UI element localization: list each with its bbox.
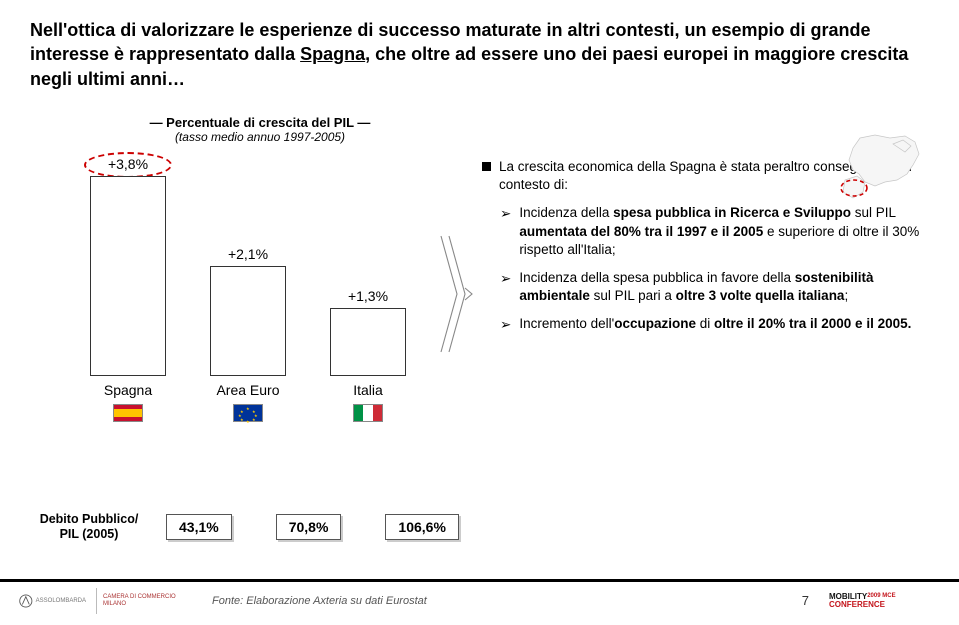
content-row: +3,8% Spagna +2,1% Area Euro ★ ★ ★ ★ ★ ★…	[30, 154, 929, 434]
bar-value-label: +2,1%	[208, 246, 288, 262]
bar-category-label: Italia	[318, 382, 418, 398]
arrow-bullet-icon: ➢	[500, 316, 511, 334]
chart-bar	[210, 266, 286, 376]
funnel-arrow-icon	[436, 154, 476, 434]
debt-label: Debito Pubblico/ PIL (2005)	[30, 512, 148, 542]
flag-eu-icon: ★ ★ ★ ★ ★ ★ ★ ★	[233, 404, 263, 422]
footer-source: Fonte: Elaborazione Axteria su dati Euro…	[212, 595, 427, 607]
bar-value-label: +3,8%	[88, 156, 168, 172]
arrow-bullet-icon: ➢	[500, 205, 511, 259]
title-underlined: Spagna	[300, 44, 365, 64]
europe-map-icon	[835, 130, 925, 208]
bar-category-label: Spagna	[78, 382, 178, 398]
sub-bullet: ➢ Incidenza della spesa pubblica in Rice…	[500, 204, 929, 259]
sub-bullet-text: Incremento dell'occupazione di oltre il …	[519, 315, 911, 334]
camera-commercio-logo: CAMERA DI COMMERCIO MILANO	[96, 588, 182, 614]
debt-value: 70,8%	[276, 514, 342, 540]
debt-value: 43,1%	[166, 514, 232, 540]
mobility-conference-logo: MOBILITY2009 MCE CONFERENCE	[829, 587, 929, 615]
subtitle-main: — Percentuale di crescita del PIL —	[60, 115, 460, 130]
arrow-bullet-icon: ➢	[500, 270, 511, 305]
sub-bullet-text: Incidenza della spesa pubblica in favore…	[519, 269, 929, 305]
flag-spain-icon	[113, 404, 143, 422]
bar-category-label: Area Euro	[198, 382, 298, 398]
footer-logos-left: ASSOLOMBARDA CAMERA DI COMMERCIO MILANO	[18, 588, 182, 614]
chart-bar	[330, 308, 406, 376]
sub-bullet: ➢ Incremento dell'occupazione di oltre i…	[500, 315, 929, 334]
sub-bullet: ➢ Incidenza della spesa pubblica in favo…	[500, 269, 929, 305]
subtitle-sub: (tasso medio annuo 1997-2005)	[60, 130, 460, 144]
page-title: Nell'ottica di valorizzare le esperienze…	[30, 18, 929, 91]
page-footer: ASSOLOMBARDA CAMERA DI COMMERCIO MILANO …	[0, 579, 959, 619]
chart-subtitle: — Percentuale di crescita del PIL — (tas…	[60, 115, 460, 144]
sub-bullet-text: Incidenza della spesa pubblica in Ricerc…	[519, 204, 929, 259]
flag-italy-icon	[353, 404, 383, 422]
square-bullet-icon	[482, 162, 491, 171]
debt-value: 106,6%	[385, 514, 458, 540]
bar-value-label: +1,3%	[328, 288, 408, 304]
page-number: 7	[802, 593, 809, 608]
debt-row: Debito Pubblico/ PIL (2005) 43,1% 70,8% …	[30, 512, 459, 542]
assolombarda-logo: ASSOLOMBARDA	[18, 588, 86, 614]
bar-chart: +3,8% Spagna +2,1% Area Euro ★ ★ ★ ★ ★ ★…	[30, 154, 430, 434]
sub-bullets: ➢ Incidenza della spesa pubblica in Rice…	[500, 204, 929, 334]
chart-bar	[90, 176, 166, 376]
